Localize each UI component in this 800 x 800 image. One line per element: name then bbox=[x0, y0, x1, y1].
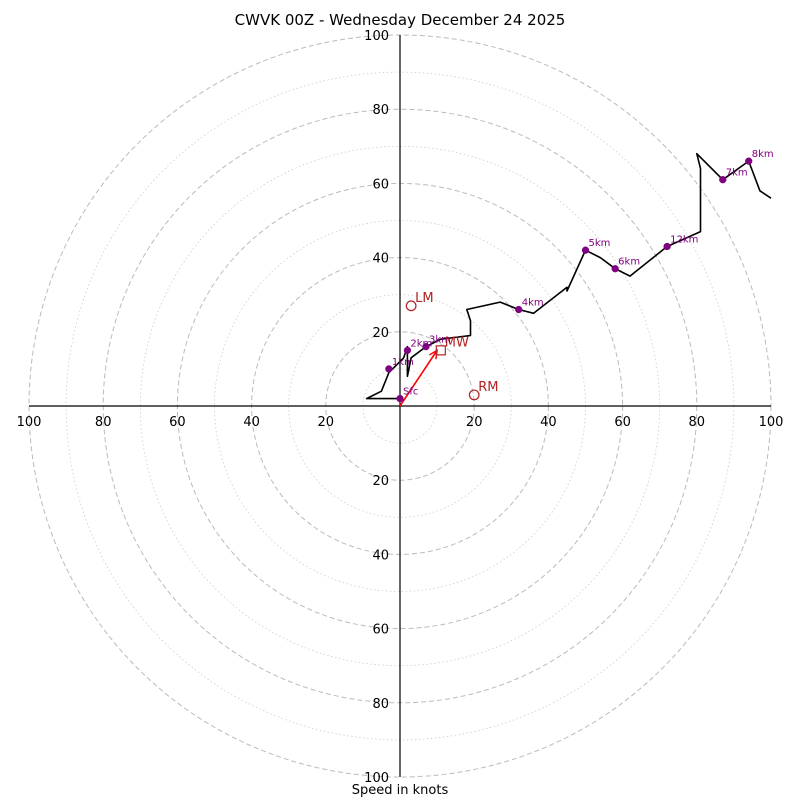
shear-vector-arrowhead bbox=[428, 349, 438, 360]
tick-label-x-pos-100: 100 bbox=[759, 415, 784, 430]
height-marker-4km bbox=[515, 305, 523, 314]
height-marker-1km bbox=[385, 365, 393, 373]
tick-label-y-pos-100: 100 bbox=[364, 29, 389, 44]
height-label-2km: 2km bbox=[410, 338, 432, 349]
tick-label-x-neg-20: 20 bbox=[318, 415, 335, 430]
height-marker-sfc bbox=[396, 394, 404, 403]
height-label-12km: 12km bbox=[670, 234, 698, 245]
tick-label-x-pos-20: 20 bbox=[466, 415, 483, 430]
tick-label-x-pos-60: 60 bbox=[614, 415, 631, 430]
height-label-6km: 6km bbox=[618, 257, 640, 268]
storm-marker-mw bbox=[435, 345, 446, 356]
tick-label-y-neg-80: 80 bbox=[372, 697, 389, 712]
tick-label-y-pos-80: 80 bbox=[372, 103, 389, 118]
storm-marker-rm bbox=[468, 389, 480, 401]
tick-label-y-neg-100: 100 bbox=[364, 771, 389, 786]
shear-vector-line bbox=[399, 349, 438, 407]
tick-label-x-neg-40: 40 bbox=[243, 415, 260, 430]
tick-label-x-neg-60: 60 bbox=[169, 415, 186, 430]
height-marker-12km bbox=[663, 242, 671, 251]
height-label-7km: 7km bbox=[726, 168, 748, 179]
tick-label-x-neg-80: 80 bbox=[95, 415, 112, 430]
tick-label-y-pos-60: 60 bbox=[372, 177, 389, 192]
height-label-3km: 3km bbox=[429, 335, 451, 346]
tick-label-x-neg-100: 100 bbox=[17, 415, 42, 430]
storm-label-rm: RM bbox=[478, 380, 498, 395]
storm-label-mw: MW bbox=[445, 335, 469, 350]
storm-label-lm: LM bbox=[415, 291, 433, 306]
height-label-1km: 1km bbox=[392, 357, 414, 368]
height-marker-6km bbox=[611, 265, 619, 273]
height-label-4km: 4km bbox=[522, 298, 544, 309]
height-marker-8km bbox=[745, 157, 753, 165]
tick-label-y-neg-60: 60 bbox=[372, 623, 389, 638]
height-marker-3km bbox=[422, 342, 430, 351]
tick-label-y-pos-40: 40 bbox=[372, 252, 389, 267]
tick-label-y-neg-20: 20 bbox=[372, 474, 389, 489]
height-label-8km: 8km bbox=[752, 149, 774, 160]
hodograph-trace bbox=[365, 152, 772, 400]
tick-label-x-pos-40: 40 bbox=[540, 415, 557, 430]
tick-label-y-neg-40: 40 bbox=[372, 548, 389, 563]
height-marker-2km bbox=[403, 346, 412, 355]
tick-label-y-pos-20: 20 bbox=[372, 326, 389, 341]
height-label-5km: 5km bbox=[589, 238, 611, 249]
chart-title: CWVK 00Z - Wednesday December 24 2025 bbox=[234, 11, 566, 29]
x-axis-label: Speed in knots bbox=[351, 783, 449, 798]
storm-marker-lm bbox=[405, 300, 417, 312]
height-label-sfc: Sfc bbox=[403, 387, 418, 398]
tick-label-x-pos-80: 80 bbox=[689, 415, 706, 430]
height-marker-5km bbox=[581, 246, 590, 254]
height-marker-7km bbox=[719, 176, 727, 184]
